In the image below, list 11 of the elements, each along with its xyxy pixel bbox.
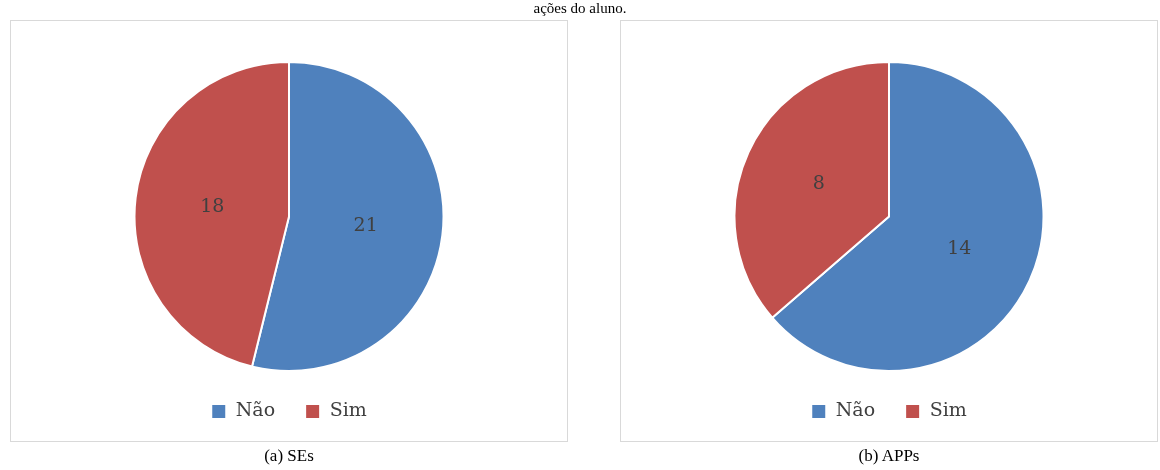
data-label: 8 [812, 171, 825, 194]
legend-label: Não [235, 398, 276, 421]
data-label: 14 [947, 235, 972, 258]
text: (a) SEs [263, 446, 315, 466]
legend-label: Sim [329, 398, 367, 421]
text: ações do aluno. [532, 0, 628, 17]
data-label: 18 [200, 194, 225, 217]
legend-label: Sim [929, 398, 967, 421]
legend-label: Não [835, 398, 876, 421]
text: (b) APPs [857, 446, 921, 466]
data-label: 21 [353, 212, 378, 235]
